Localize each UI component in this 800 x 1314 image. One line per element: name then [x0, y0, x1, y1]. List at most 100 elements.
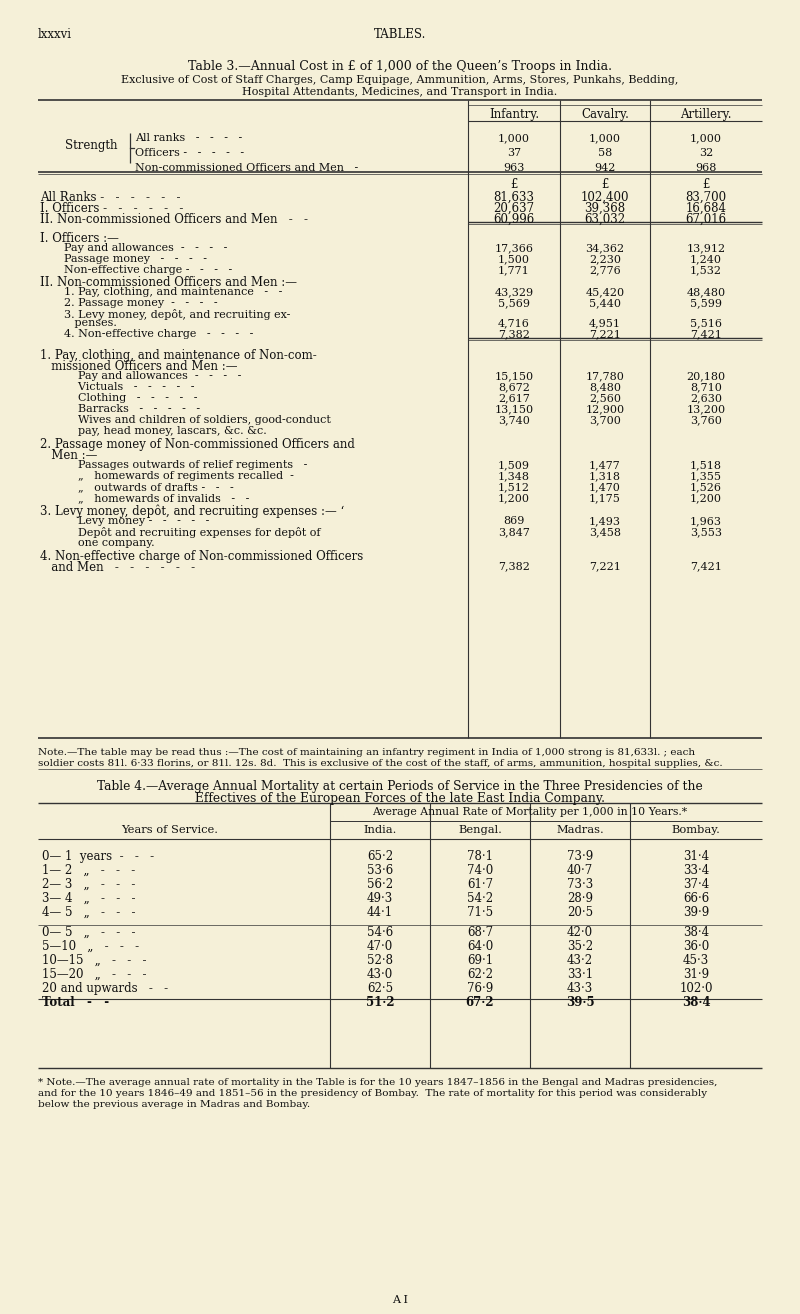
Text: 8,672: 8,672: [498, 382, 530, 392]
Text: 1,318: 1,318: [589, 470, 621, 481]
Text: 17,780: 17,780: [586, 371, 625, 381]
Text: 1,500: 1,500: [498, 254, 530, 264]
Text: 5,440: 5,440: [589, 298, 621, 307]
Text: pay, head money, lascars, &c. &c.: pay, head money, lascars, &c. &c.: [50, 426, 266, 436]
Text: Passage money   -   -   -   -: Passage money - - - -: [50, 254, 207, 264]
Text: 2. Passage money  -   -   -   -: 2. Passage money - - - -: [50, 298, 218, 307]
Text: 51·2: 51·2: [366, 996, 394, 1009]
Text: 32: 32: [699, 148, 713, 158]
Text: India.: India.: [363, 825, 397, 834]
Text: 31·9: 31·9: [683, 968, 709, 982]
Text: 15,150: 15,150: [494, 371, 534, 381]
Text: 10—15   „   -   -   -: 10—15 „ - - -: [42, 954, 146, 967]
Text: £: £: [602, 177, 609, 191]
Text: 942: 942: [594, 163, 616, 173]
Text: Madras.: Madras.: [556, 825, 604, 834]
Text: 36·0: 36·0: [683, 940, 709, 953]
Text: 13,150: 13,150: [494, 403, 534, 414]
Text: 7,421: 7,421: [690, 328, 722, 339]
Text: 66·6: 66·6: [683, 892, 709, 905]
Text: 42·0: 42·0: [567, 926, 593, 940]
Text: 83,700: 83,700: [686, 191, 726, 204]
Text: 13,912: 13,912: [686, 243, 726, 254]
Text: 12,900: 12,900: [586, 403, 625, 414]
Text: 38·4: 38·4: [683, 926, 709, 940]
Text: Artillery.: Artillery.: [680, 108, 732, 121]
Text: 1,518: 1,518: [690, 460, 722, 470]
Text: 3. Levy money, depôt, and recruiting ex-: 3. Levy money, depôt, and recruiting ex-: [50, 309, 290, 321]
Text: Note.—The table may be read thus :—The cost of maintaining an infantry regiment : Note.—The table may be read thus :—The c…: [38, 748, 695, 757]
Text: 13,200: 13,200: [686, 403, 726, 414]
Text: 20,180: 20,180: [686, 371, 726, 381]
Text: soldier costs 81l. 6·33 florins, or 81l. 12s. 8d.  This is exclusive of the cost: soldier costs 81l. 6·33 florins, or 81l.…: [38, 759, 722, 767]
Text: £: £: [510, 177, 518, 191]
Text: 63,032: 63,032: [585, 213, 626, 226]
Text: 2,630: 2,630: [690, 393, 722, 403]
Text: Barracks   -   -   -   -   -: Barracks - - - - -: [50, 403, 200, 414]
Text: 60,996: 60,996: [494, 213, 534, 226]
Text: 968: 968: [695, 163, 717, 173]
Text: 2,230: 2,230: [589, 254, 621, 264]
Text: Hospital Attendants, Medicines, and Transport in India.: Hospital Attendants, Medicines, and Tran…: [242, 87, 558, 97]
Text: A I: A I: [392, 1296, 408, 1305]
Text: penses.: penses.: [50, 318, 117, 328]
Text: 34,362: 34,362: [586, 243, 625, 254]
Text: 73·9: 73·9: [567, 850, 593, 863]
Text: 33·4: 33·4: [683, 865, 709, 876]
Text: * Note.—The average annual rate of mortality in the Table is for the 10 years 18: * Note.—The average annual rate of morta…: [38, 1077, 718, 1087]
Text: Wives and children of soldiers, good-conduct: Wives and children of soldiers, good-con…: [50, 415, 331, 424]
Text: missioned Officers and Men :—: missioned Officers and Men :—: [40, 360, 238, 373]
Text: 5,516: 5,516: [690, 318, 722, 328]
Text: 5—10   „   -   -   -: 5—10 „ - - -: [42, 940, 139, 953]
Text: 48,480: 48,480: [686, 286, 726, 297]
Text: 81,633: 81,633: [494, 191, 534, 204]
Text: Strength: Strength: [65, 138, 118, 151]
Text: 31·4: 31·4: [683, 850, 709, 863]
Text: Depôt and recruiting expenses for depôt of: Depôt and recruiting expenses for depôt …: [50, 527, 321, 537]
Text: Clothing   -   -   -   -   -: Clothing - - - - -: [50, 393, 198, 403]
Text: 2,617: 2,617: [498, 393, 530, 403]
Text: one company.: one company.: [50, 537, 154, 548]
Text: 56·2: 56·2: [367, 878, 393, 891]
Text: 43·0: 43·0: [367, 968, 393, 982]
Text: „   outwards of drafts -   -   -: „ outwards of drafts - - -: [50, 482, 234, 491]
Text: 1,348: 1,348: [498, 470, 530, 481]
Text: £: £: [702, 177, 710, 191]
Text: 43·2: 43·2: [567, 954, 593, 967]
Text: 1,355: 1,355: [690, 470, 722, 481]
Text: 52·8: 52·8: [367, 954, 393, 967]
Text: Years of Service.: Years of Service.: [122, 825, 218, 834]
Text: 1,493: 1,493: [589, 516, 621, 526]
Text: 4,716: 4,716: [498, 318, 530, 328]
Text: 54·6: 54·6: [367, 926, 393, 940]
Text: „   homewards of regiments recalled  -: „ homewards of regiments recalled -: [50, 470, 294, 481]
Text: Bengal.: Bengal.: [458, 825, 502, 834]
Text: 16,684: 16,684: [686, 202, 726, 215]
Text: 869: 869: [503, 516, 525, 526]
Text: Average Annual Rate of Mortality per 1,000 in 10 Years.*: Average Annual Rate of Mortality per 1,0…: [373, 807, 687, 817]
Text: 5,599: 5,599: [690, 298, 722, 307]
Text: Victuals   -   -   -   -   -: Victuals - - - - -: [50, 382, 194, 392]
Text: 1,000: 1,000: [690, 133, 722, 143]
Text: 1,532: 1,532: [690, 265, 722, 275]
Text: Pay and allowances  -   -   -   -: Pay and allowances - - - -: [50, 371, 242, 381]
Text: Men :—: Men :—: [40, 449, 98, 463]
Text: 39·9: 39·9: [683, 905, 709, 918]
Text: 3,760: 3,760: [690, 415, 722, 424]
Text: 1,477: 1,477: [589, 460, 621, 470]
Text: 7,221: 7,221: [589, 561, 621, 572]
Text: 44·1: 44·1: [367, 905, 393, 918]
Text: Bombay.: Bombay.: [671, 825, 721, 834]
Text: 58: 58: [598, 148, 612, 158]
Text: I. Officers -   -   -   -   -   -: I. Officers - - - - - -: [40, 202, 183, 215]
Text: 1,470: 1,470: [589, 482, 621, 491]
Text: 37: 37: [507, 148, 521, 158]
Text: Infantry.: Infantry.: [489, 108, 539, 121]
Text: Table 3.—Annual Cost in £ of 1,000 of the Queen’s Troops in India.: Table 3.—Annual Cost in £ of 1,000 of th…: [188, 60, 612, 74]
Text: 7,382: 7,382: [498, 561, 530, 572]
Text: 62·2: 62·2: [467, 968, 493, 982]
Text: 963: 963: [503, 163, 525, 173]
Text: 1,526: 1,526: [690, 482, 722, 491]
Text: 1. Pay, clothing, and maintenance of Non-com-: 1. Pay, clothing, and maintenance of Non…: [40, 350, 317, 361]
Text: 39,368: 39,368: [585, 202, 626, 215]
